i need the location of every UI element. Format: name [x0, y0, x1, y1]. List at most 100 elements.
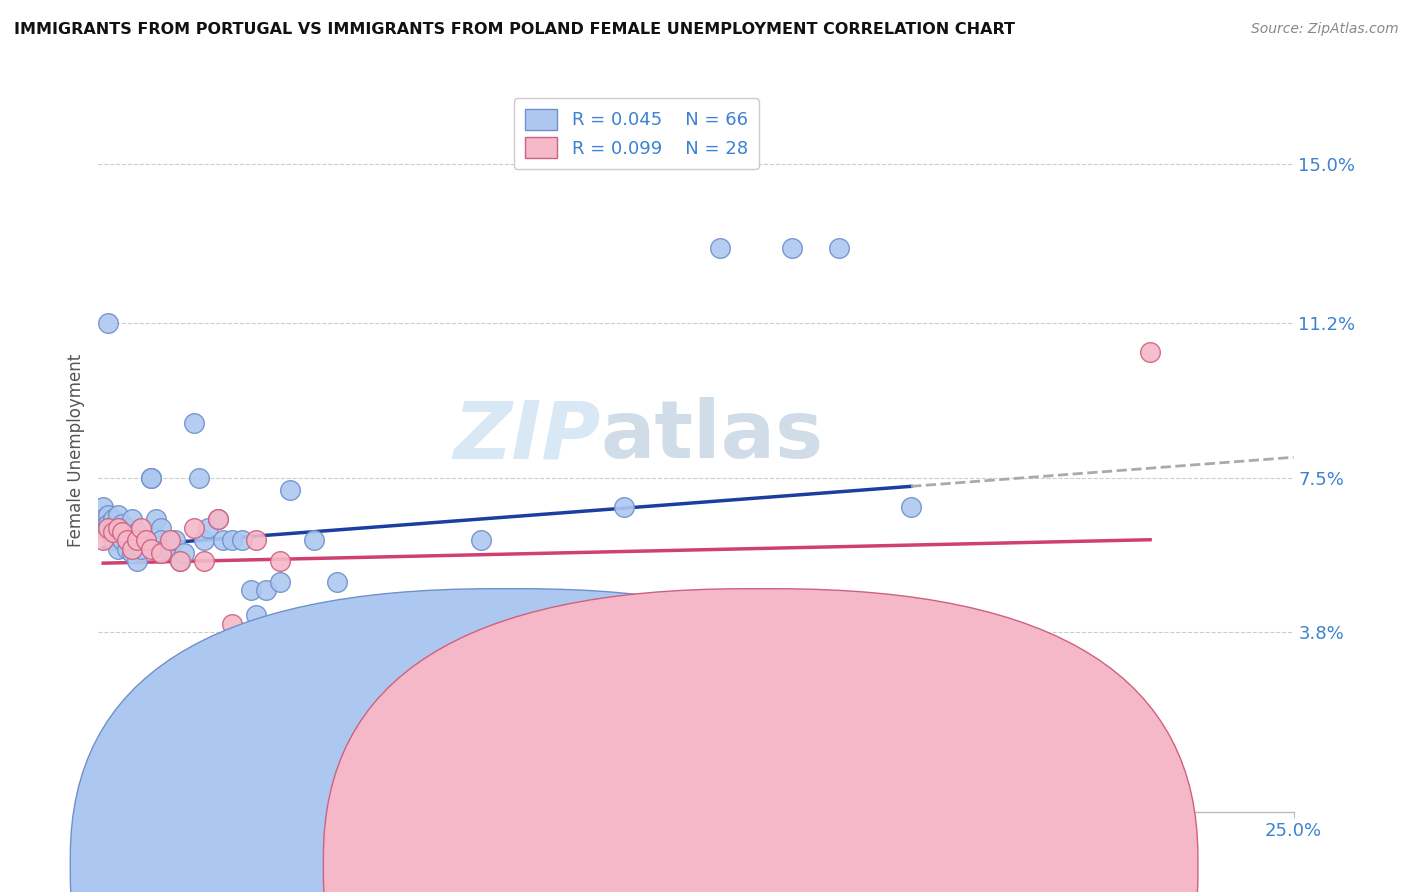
Point [149, 521, 172, 535]
Point [240, 583, 263, 598]
Point [661, 616, 683, 631]
Point [231, 533, 253, 548]
Point [302, 533, 325, 548]
Point [207, 512, 229, 526]
Point [131, 521, 153, 535]
Point [446, 625, 468, 640]
Point [107, 508, 129, 523]
Point [565, 616, 588, 631]
Point [149, 533, 172, 548]
Text: Immigrants from Portugal: Immigrants from Portugal [527, 857, 741, 875]
Point [254, 583, 277, 598]
Point [302, 616, 325, 631]
Point [91, 500, 114, 514]
Legend: R = 0.045    N = 66, R = 0.099    N = 28: R = 0.045 N = 66, R = 0.099 N = 28 [513, 98, 759, 169]
Point [197, 521, 219, 535]
Point [517, 625, 540, 640]
Point [374, 625, 396, 640]
Point [111, 516, 134, 531]
Point [121, 541, 143, 556]
Point [97, 521, 120, 535]
Point [97, 516, 120, 531]
Y-axis label: Female Unemployment: Female Unemployment [66, 354, 84, 547]
Point [115, 541, 138, 556]
Point [131, 541, 153, 556]
Point [125, 533, 148, 548]
Point [183, 417, 205, 431]
Point [316, 616, 339, 631]
Point [97, 508, 120, 523]
Point [541, 616, 564, 631]
Point [101, 521, 124, 535]
Point [780, 241, 803, 255]
Text: Immigrants from Poland: Immigrants from Poland [780, 857, 980, 875]
Point [245, 533, 267, 548]
Point [91, 512, 114, 526]
Point [193, 554, 215, 568]
Point [221, 616, 243, 631]
Point [121, 512, 143, 526]
Point [91, 521, 114, 535]
Point [422, 680, 444, 694]
Point [245, 608, 267, 623]
Point [155, 541, 177, 556]
Point [183, 521, 205, 535]
Point [169, 554, 191, 568]
Point [111, 524, 134, 539]
Point [900, 500, 922, 514]
Point [709, 241, 731, 255]
Point [101, 533, 124, 548]
Text: ZIP: ZIP [453, 397, 600, 475]
Point [91, 533, 114, 548]
Text: Source: ZipAtlas.com: Source: ZipAtlas.com [1251, 22, 1399, 37]
Point [350, 625, 373, 640]
Point [101, 524, 124, 539]
Point [207, 512, 229, 526]
Point [139, 470, 162, 484]
Point [221, 533, 243, 548]
Point [613, 500, 636, 514]
Point [107, 541, 129, 556]
Point [121, 546, 143, 560]
Point [269, 574, 291, 589]
Point [173, 546, 195, 560]
Point [149, 546, 172, 560]
Point [139, 470, 162, 484]
Point [97, 316, 120, 330]
Point [446, 646, 468, 660]
Point [163, 533, 186, 548]
Point [115, 521, 138, 535]
Point [135, 533, 157, 548]
Point [139, 541, 162, 556]
Point [364, 625, 387, 640]
Point [125, 554, 148, 568]
Point [107, 524, 129, 539]
Point [115, 533, 138, 548]
Text: IMMIGRANTS FROM PORTUGAL VS IMMIGRANTS FROM POLAND FEMALE UNEMPLOYMENT CORRELATI: IMMIGRANTS FROM PORTUGAL VS IMMIGRANTS F… [14, 22, 1015, 37]
Point [193, 533, 215, 548]
Point [145, 512, 167, 526]
Point [756, 625, 779, 640]
Point [565, 625, 588, 640]
Point [828, 241, 851, 255]
Point [101, 512, 124, 526]
Point [131, 533, 153, 548]
Point [398, 625, 420, 640]
Point [470, 533, 492, 548]
Point [326, 574, 349, 589]
Text: atlas: atlas [600, 397, 824, 475]
Point [111, 533, 134, 548]
Point [278, 483, 301, 497]
Point [398, 616, 420, 631]
Point [1139, 345, 1161, 359]
Point [125, 524, 148, 539]
Point [211, 533, 233, 548]
Point [159, 541, 181, 556]
Point [159, 533, 181, 548]
Point [135, 533, 157, 548]
Point [288, 616, 311, 631]
Point [107, 521, 129, 535]
Point [169, 554, 191, 568]
Point [350, 608, 373, 623]
Point [187, 470, 209, 484]
